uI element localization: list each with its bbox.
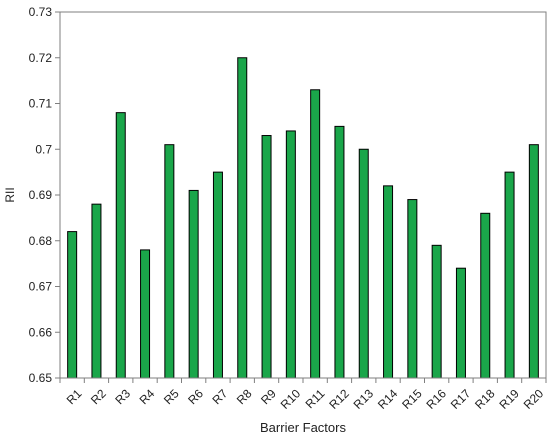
- bar-r15: [407, 199, 418, 379]
- x-tick-label: R16: [424, 386, 450, 412]
- bar-r16: [431, 244, 442, 379]
- x-tick-label: R20: [521, 386, 547, 412]
- x-tick-label: R5: [161, 386, 182, 407]
- bar-r6: [188, 189, 199, 379]
- y-tick-label: 0.69: [29, 188, 53, 202]
- x-tick-label: R18: [472, 386, 498, 412]
- x-tick-label: R2: [88, 386, 109, 407]
- y-tick-label: 0.66: [29, 325, 53, 339]
- x-tick-label: R4: [137, 386, 158, 407]
- x-tick-label: R13: [351, 386, 377, 412]
- x-tick-label: R15: [399, 386, 425, 412]
- bar-r13: [358, 148, 369, 379]
- x-tick-label: R19: [496, 386, 522, 412]
- bar-r11: [310, 89, 321, 379]
- bar-r1: [67, 231, 78, 379]
- y-tick-label: 0.65: [29, 371, 53, 385]
- y-axis-title: RII: [3, 187, 17, 202]
- bar-r14: [383, 185, 394, 379]
- x-axis-ticks: [59, 378, 547, 383]
- x-tick-label: R1: [64, 386, 85, 407]
- bar-r8: [237, 57, 248, 379]
- y-axis-ticks: [55, 11, 60, 379]
- bar-r10: [285, 130, 296, 379]
- x-tick-label: R6: [185, 386, 206, 407]
- y-tick-label: 0.7: [35, 142, 52, 156]
- bar-r17: [455, 267, 466, 379]
- y-tick-label: 0.67: [29, 280, 53, 294]
- x-tick-label: R11: [303, 386, 328, 411]
- bar-r4: [140, 249, 151, 379]
- bar-r5: [164, 144, 175, 379]
- x-axis-title: Barrier Factors: [260, 420, 346, 435]
- x-tick-label: R17: [448, 386, 474, 412]
- x-tick-label: R8: [234, 386, 255, 407]
- x-tick-label: R14: [375, 386, 401, 412]
- y-axis-tick-labels: 0.65 0.66 0.67 0.68 0.69 0.7 0.71 0.72 0.73: [29, 5, 53, 385]
- bar-r7: [212, 171, 223, 379]
- bar-r20: [528, 144, 539, 379]
- plot-area-frame: [59, 11, 547, 379]
- bar-r2: [91, 203, 102, 379]
- bar-r12: [334, 125, 345, 379]
- x-tick-label: R3: [112, 386, 133, 407]
- y-tick-label: 0.72: [29, 51, 53, 65]
- bar-series: [67, 57, 539, 379]
- x-tick-label: R9: [258, 386, 279, 407]
- x-tick-label: R12: [326, 386, 352, 412]
- x-tick-label: R7: [210, 386, 231, 407]
- bar-r9: [261, 135, 272, 379]
- bar-r19: [504, 171, 515, 379]
- y-tick-label: 0.73: [29, 5, 53, 19]
- y-tick-label: 0.71: [29, 97, 53, 111]
- y-tick-label: 0.68: [29, 234, 53, 248]
- x-tick-label: R10: [278, 386, 304, 412]
- bar-r18: [480, 212, 491, 379]
- bar-r3: [115, 112, 126, 379]
